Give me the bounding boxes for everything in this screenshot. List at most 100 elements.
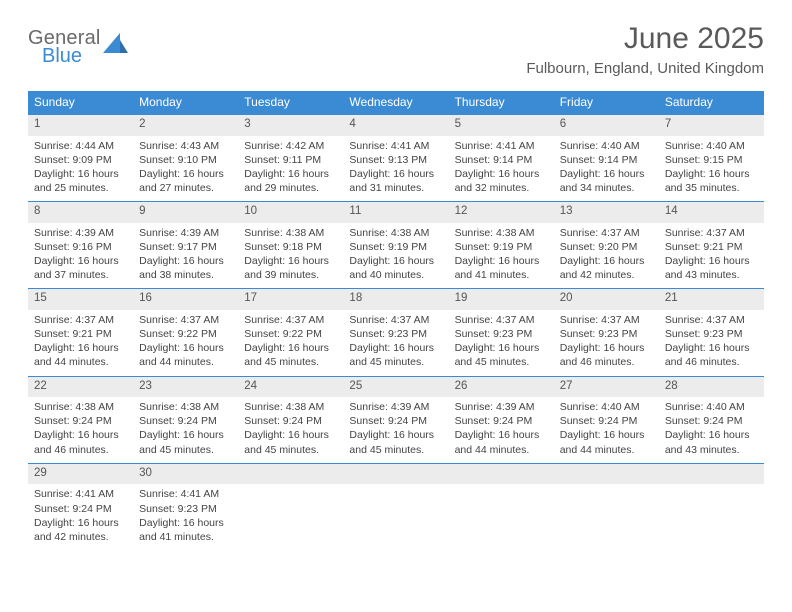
sunrise-line: Sunrise: 4:39 AM bbox=[139, 226, 232, 240]
day-number: 19 bbox=[455, 291, 548, 307]
daylight-line: Daylight: 16 hours and 45 minutes. bbox=[455, 341, 548, 369]
day-number-cell: 29 bbox=[28, 463, 133, 484]
day-cell: Sunrise: 4:37 AMSunset: 9:23 PMDaylight:… bbox=[449, 310, 554, 376]
sunset-line: Sunset: 9:11 PM bbox=[244, 153, 337, 167]
day-number: 23 bbox=[139, 379, 232, 395]
day-number-cell: 8 bbox=[28, 202, 133, 223]
sunrise-line: Sunrise: 4:41 AM bbox=[349, 139, 442, 153]
header: General Blue June 2025 Fulbourn, England… bbox=[28, 22, 764, 77]
sunset-line: Sunset: 9:19 PM bbox=[349, 240, 442, 254]
sunset-line: Sunset: 9:21 PM bbox=[34, 327, 127, 341]
sunrise-line: Sunrise: 4:40 AM bbox=[560, 139, 653, 153]
sunrise-line: Sunrise: 4:37 AM bbox=[560, 313, 653, 327]
day-number: 5 bbox=[455, 117, 548, 133]
day-number-cell: 28 bbox=[659, 376, 764, 397]
day-number-cell: 12 bbox=[449, 202, 554, 223]
calendar-header-row: SundayMondayTuesdayWednesdayThursdayFrid… bbox=[28, 91, 764, 115]
sunset-line: Sunset: 9:23 PM bbox=[139, 502, 232, 516]
day-cell: Sunrise: 4:41 AMSunset: 9:14 PMDaylight:… bbox=[449, 136, 554, 202]
sunrise-line: Sunrise: 4:37 AM bbox=[665, 226, 758, 240]
sunrise-line: Sunrise: 4:37 AM bbox=[139, 313, 232, 327]
day-cell: Sunrise: 4:39 AMSunset: 9:17 PMDaylight:… bbox=[133, 223, 238, 289]
sunrise-line: Sunrise: 4:37 AM bbox=[34, 313, 127, 327]
day-cell: Sunrise: 4:37 AMSunset: 9:23 PMDaylight:… bbox=[659, 310, 764, 376]
sunset-line: Sunset: 9:24 PM bbox=[560, 414, 653, 428]
dayname-friday: Friday bbox=[554, 91, 659, 115]
day-number: 27 bbox=[560, 379, 653, 395]
daylight-line: Daylight: 16 hours and 46 minutes. bbox=[665, 341, 758, 369]
title-block: June 2025 Fulbourn, England, United King… bbox=[526, 22, 764, 77]
day-number: 10 bbox=[244, 204, 337, 220]
day-number-cell: 16 bbox=[133, 289, 238, 310]
sunset-line: Sunset: 9:14 PM bbox=[455, 153, 548, 167]
daylight-line: Daylight: 16 hours and 46 minutes. bbox=[34, 428, 127, 456]
day-number: 1 bbox=[34, 117, 127, 133]
day-number: 28 bbox=[665, 379, 758, 395]
day-number: 22 bbox=[34, 379, 127, 395]
logo-text: General Blue bbox=[28, 28, 101, 66]
day-number: 30 bbox=[139, 466, 232, 482]
day-number-cell: 2 bbox=[133, 115, 238, 136]
sunset-line: Sunset: 9:24 PM bbox=[244, 414, 337, 428]
sunrise-line: Sunrise: 4:41 AM bbox=[455, 139, 548, 153]
day-number-cell: 9 bbox=[133, 202, 238, 223]
day-number: 8 bbox=[34, 204, 127, 220]
day-number: 26 bbox=[455, 379, 548, 395]
day-number-cell: 17 bbox=[238, 289, 343, 310]
daylight-line: Daylight: 16 hours and 34 minutes. bbox=[560, 167, 653, 195]
calendar-page: General Blue June 2025 Fulbourn, England… bbox=[0, 0, 792, 550]
dayname-monday: Monday bbox=[133, 91, 238, 115]
day-number: 16 bbox=[139, 291, 232, 307]
sunrise-line: Sunrise: 4:39 AM bbox=[34, 226, 127, 240]
sunrise-line: Sunrise: 4:42 AM bbox=[244, 139, 337, 153]
sunset-line: Sunset: 9:22 PM bbox=[244, 327, 337, 341]
daylight-line: Daylight: 16 hours and 40 minutes. bbox=[349, 254, 442, 282]
day-cell: Sunrise: 4:38 AMSunset: 9:19 PMDaylight:… bbox=[449, 223, 554, 289]
day-cell bbox=[343, 484, 448, 550]
dayname-saturday: Saturday bbox=[659, 91, 764, 115]
day-cell: Sunrise: 4:43 AMSunset: 9:10 PMDaylight:… bbox=[133, 136, 238, 202]
day-cell bbox=[238, 484, 343, 550]
daylight-line: Daylight: 16 hours and 42 minutes. bbox=[560, 254, 653, 282]
day-number: 14 bbox=[665, 204, 758, 220]
day-cell bbox=[659, 484, 764, 550]
day-number: 17 bbox=[244, 291, 337, 307]
day-cell: Sunrise: 4:44 AMSunset: 9:09 PMDaylight:… bbox=[28, 136, 133, 202]
sunrise-line: Sunrise: 4:41 AM bbox=[139, 487, 232, 501]
sunrise-line: Sunrise: 4:39 AM bbox=[349, 400, 442, 414]
sunset-line: Sunset: 9:21 PM bbox=[665, 240, 758, 254]
dayname-wednesday: Wednesday bbox=[343, 91, 448, 115]
sunrise-line: Sunrise: 4:38 AM bbox=[349, 226, 442, 240]
sunset-line: Sunset: 9:17 PM bbox=[139, 240, 232, 254]
day-cell: Sunrise: 4:40 AMSunset: 9:24 PMDaylight:… bbox=[659, 397, 764, 463]
day-number: 3 bbox=[244, 117, 337, 133]
day-number-cell: 22 bbox=[28, 376, 133, 397]
sunrise-line: Sunrise: 4:38 AM bbox=[244, 226, 337, 240]
day-number-cell: 1 bbox=[28, 115, 133, 136]
sunset-line: Sunset: 9:10 PM bbox=[139, 153, 232, 167]
sunset-line: Sunset: 9:23 PM bbox=[560, 327, 653, 341]
day-number-cell: 5 bbox=[449, 115, 554, 136]
day-cell: Sunrise: 4:41 AMSunset: 9:24 PMDaylight:… bbox=[28, 484, 133, 550]
daylight-line: Daylight: 16 hours and 29 minutes. bbox=[244, 167, 337, 195]
day-cell: Sunrise: 4:38 AMSunset: 9:24 PMDaylight:… bbox=[28, 397, 133, 463]
sunset-line: Sunset: 9:16 PM bbox=[34, 240, 127, 254]
day-number-cell: 24 bbox=[238, 376, 343, 397]
sunrise-line: Sunrise: 4:38 AM bbox=[244, 400, 337, 414]
day-number: 24 bbox=[244, 379, 337, 395]
day-number-cell: 14 bbox=[659, 202, 764, 223]
sunset-line: Sunset: 9:23 PM bbox=[455, 327, 548, 341]
day-number: 7 bbox=[665, 117, 758, 133]
sunrise-line: Sunrise: 4:40 AM bbox=[665, 400, 758, 414]
sunrise-line: Sunrise: 4:37 AM bbox=[665, 313, 758, 327]
sunrise-line: Sunrise: 4:37 AM bbox=[455, 313, 548, 327]
sunrise-line: Sunrise: 4:40 AM bbox=[560, 400, 653, 414]
sunrise-line: Sunrise: 4:37 AM bbox=[244, 313, 337, 327]
dayname-tuesday: Tuesday bbox=[238, 91, 343, 115]
day-cell: Sunrise: 4:37 AMSunset: 9:21 PMDaylight:… bbox=[659, 223, 764, 289]
daylight-line: Daylight: 16 hours and 46 minutes. bbox=[560, 341, 653, 369]
day-number: 9 bbox=[139, 204, 232, 220]
daylight-line: Daylight: 16 hours and 41 minutes. bbox=[139, 516, 232, 544]
day-number-cell: 26 bbox=[449, 376, 554, 397]
sunrise-line: Sunrise: 4:41 AM bbox=[34, 487, 127, 501]
